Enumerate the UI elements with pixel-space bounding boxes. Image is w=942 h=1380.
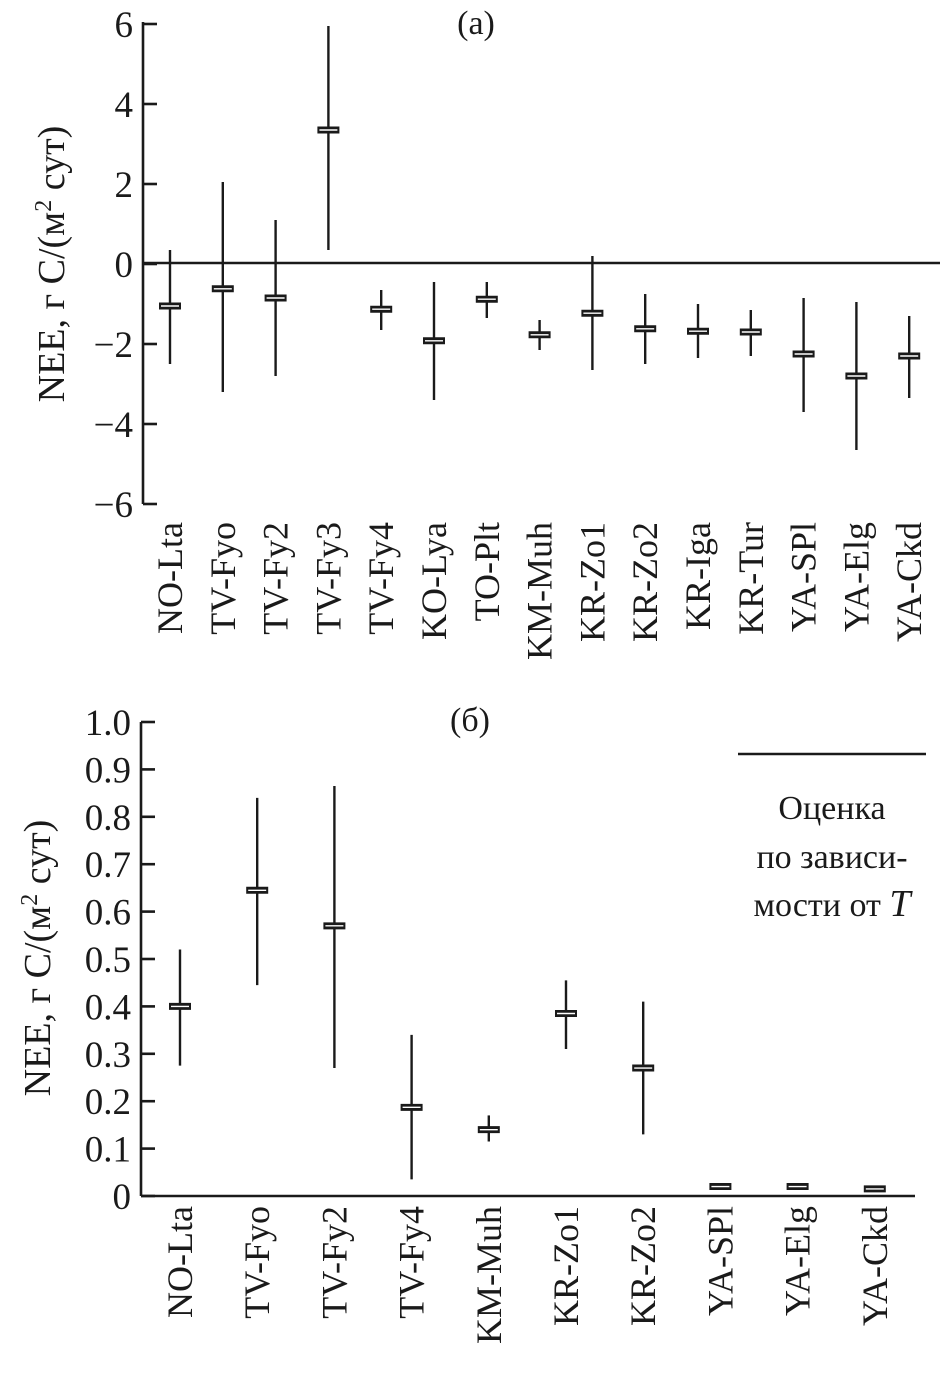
y-tick-label: 2	[115, 165, 134, 206]
panel-b-label: (б)	[450, 702, 490, 739]
x-tick-label: TV-Fyo	[237, 1206, 277, 1319]
legend-line-1: Оценка	[778, 790, 885, 827]
x-tick-label: NO-Lta	[160, 1206, 200, 1318]
y-tick-label: 0.7	[85, 845, 131, 886]
y-tick-label: 6	[115, 5, 134, 46]
x-tick-label: KO-Lya	[414, 522, 454, 640]
y-tick-label: 0	[113, 1177, 132, 1218]
y-tick-label: 1.0	[85, 703, 131, 744]
x-tick-label: KR-Zo2	[623, 1206, 663, 1326]
panel-b-ylabel: NEE, г C/(м2 сут)	[17, 820, 59, 1097]
x-tick-label: YA-Ckd	[855, 1206, 895, 1326]
x-tick-label: TO-Plt	[467, 522, 507, 621]
x-tick-label: TV-Fyo	[203, 522, 243, 635]
x-tick-label: TV-Fy3	[308, 522, 348, 635]
panel-a: (а) NEE, г C/(м2 сут) 6 4 2 0 −2 −4 −6 NO-Lta T…	[31, 5, 940, 660]
x-tick-label: KR-Zo1	[546, 1206, 586, 1326]
y-tick-label: 0.2	[85, 1082, 131, 1123]
panel-a-ylabel: NEE, г C/(м2 сут)	[31, 126, 73, 403]
y-tick-label: 0.5	[85, 940, 131, 981]
panel-a-marks	[159, 26, 921, 450]
x-tick-label: YA-SPl	[784, 522, 824, 632]
y-tick-label: 0.3	[85, 1035, 131, 1076]
panel-b-categories: NO-Lta TV-Fyo TV-Fy2 TV-Fy4 KM-Muh KR-Zo1 KR-Z…	[160, 1206, 895, 1344]
y-tick-label: 0.4	[85, 987, 131, 1028]
y-tick-label: 0.6	[85, 893, 131, 934]
legend-line-3: мости от T	[753, 883, 913, 925]
x-tick-label: KR-Zo1	[572, 522, 612, 642]
legend-line-2: по зависи-	[756, 839, 907, 876]
x-tick-label: YA-SPl	[700, 1206, 740, 1316]
y-tick-label: 0.1	[85, 1130, 131, 1171]
x-tick-label: YA-Elg	[836, 522, 876, 632]
panel-a-y-ticks: 6 4 2 0 −2 −4 −6	[94, 5, 157, 526]
y-tick-label: 0.9	[85, 750, 131, 791]
x-tick-label: TV-Fy4	[361, 522, 401, 635]
panel-a-label: (а)	[457, 5, 495, 42]
y-tick-label: 0	[115, 245, 134, 286]
x-tick-label: KR-Iga	[678, 522, 718, 630]
legend: Оценка по зависи- мости от T	[738, 752, 926, 925]
x-tick-label: KM-Muh	[520, 522, 560, 660]
y-tick-label: 4	[115, 85, 134, 126]
x-tick-label: KR-Zo2	[625, 522, 665, 642]
y-tick-label: −6	[94, 485, 133, 526]
x-tick-label: TV-Fy2	[314, 1206, 354, 1319]
x-tick-label: YA-Elg	[778, 1206, 818, 1316]
y-tick-label: −4	[94, 405, 133, 446]
x-tick-label: TV-Fy4	[392, 1206, 432, 1319]
x-tick-label: YA-Ckd	[889, 522, 929, 642]
panel-b-marks	[169, 785, 886, 1193]
panel-b: (б) NEE, г C/(м2 сут) 1.0 0.9 0.8 0.7 0.6 0.5…	[17, 702, 926, 1344]
y-tick-label: −2	[94, 325, 133, 366]
x-tick-label: NO-Lta	[150, 522, 190, 634]
y-tick-label: 0.8	[85, 798, 131, 839]
panel-b-y-ticks: 1.0 0.9 0.8 0.7 0.6 0.5 0.4 0.3 0.2 0.1 0	[85, 703, 155, 1218]
x-tick-label: KR-Tur	[731, 522, 771, 635]
x-tick-label: KM-Muh	[469, 1206, 509, 1344]
x-tick-label: TV-Fy2	[256, 522, 296, 635]
panel-a-categories: NO-Lta TV-Fyo TV-Fy2 TV-Fy3 TV-Fy4 KO-Lya TO-P…	[150, 522, 929, 660]
